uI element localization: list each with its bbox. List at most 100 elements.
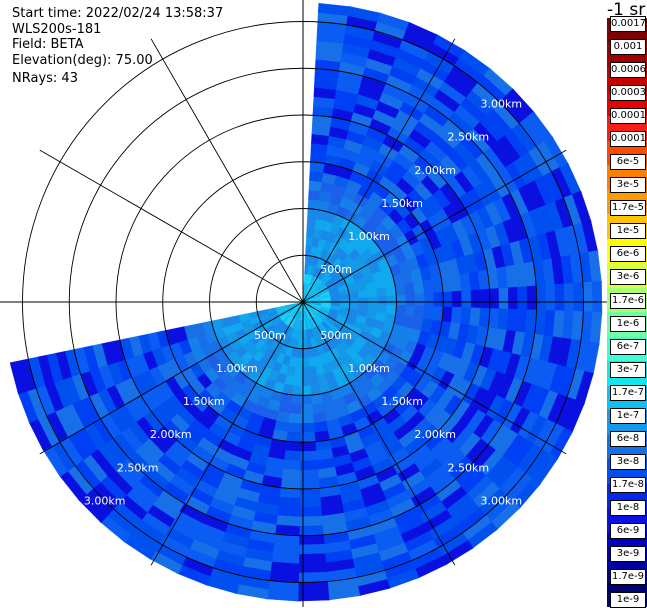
field-label: Field: BETA — [12, 37, 84, 52]
data-cell — [404, 282, 416, 296]
colorbar-tick-label: 1.7e-7 — [610, 384, 646, 401]
colorbar-tick-label: 0.0001 — [610, 131, 646, 148]
data-cell — [297, 534, 325, 546]
data-cell — [281, 459, 301, 471]
data-cell — [470, 289, 481, 310]
data-cell — [298, 478, 320, 490]
data-cell — [309, 384, 322, 396]
data-cell — [299, 441, 317, 452]
colorbar-tick-label: 0.0006 — [610, 62, 646, 79]
colorbar-tick-label: 1.7e-5 — [610, 200, 646, 217]
data-cell — [377, 295, 388, 306]
data-cell — [432, 306, 444, 323]
colorbar-tick-label: 3e-8 — [610, 453, 646, 470]
colorbar-tick-label: 3e-7 — [610, 361, 646, 378]
colorbar-tick-label: 1e-9 — [610, 592, 646, 608]
colorbar-tick-label: 1e-6 — [610, 315, 646, 332]
data-cell — [554, 283, 565, 313]
data-cell — [498, 287, 509, 311]
data-cell — [298, 515, 323, 527]
colorbar-tick-label: 6e-6 — [610, 246, 646, 263]
range-ring-label: 1.50km — [381, 197, 423, 210]
data-cell — [283, 450, 301, 462]
nrays-label: NRays: 43 — [12, 71, 78, 86]
colorbar-tick-label: 3e-9 — [610, 545, 646, 562]
data-cell — [563, 282, 575, 313]
data-cell — [276, 505, 300, 518]
data-cell — [277, 496, 301, 508]
range-ring-label: 2.00km — [414, 164, 456, 177]
range-ring-label: 1.00km — [348, 230, 390, 243]
colorbar-tick-label: 1.7e-9 — [610, 569, 646, 585]
data-cell — [450, 306, 463, 325]
range-ring-label: 2.00km — [150, 428, 192, 441]
colorbar-tick-label: 6e-5 — [610, 154, 646, 171]
data-cell — [298, 497, 322, 508]
data-cell — [296, 590, 330, 602]
data-cell — [535, 284, 547, 312]
colorbar-tick-label: 1e-7 — [610, 407, 646, 424]
azimuth-spokes — [0, 0, 607, 607]
azimuth-spoke — [150, 38, 304, 303]
data-cell — [396, 294, 407, 307]
azimuth-spoke — [39, 301, 304, 455]
data-cell — [300, 404, 314, 415]
colorbar-tick-label: 6e-7 — [610, 338, 646, 355]
colorbar-tick-label: 1.7e-8 — [610, 476, 646, 493]
data-cell — [311, 402, 325, 415]
colorbar-tick-label: 1e-5 — [610, 223, 646, 240]
data-cell — [284, 440, 302, 452]
data-cell — [308, 366, 318, 377]
range-ring-label: 2.00km — [414, 428, 456, 441]
azimuth-spoke — [302, 301, 456, 566]
data-cell — [489, 288, 500, 310]
azimuth-spoke — [302, 149, 567, 303]
data-cell — [376, 287, 388, 298]
data-cell — [340, 298, 350, 305]
range-ring-label: 1.00km — [216, 362, 258, 375]
data-cell — [424, 292, 435, 308]
azimuth-spoke — [39, 149, 304, 303]
data-cell — [297, 562, 327, 574]
range-ring-label: 3.00km — [481, 98, 523, 111]
range-ring-label: 2.50km — [448, 131, 490, 144]
data-cell — [414, 293, 425, 308]
range-ring-label: 3.00km — [84, 494, 126, 507]
data-cell — [299, 422, 315, 434]
data-cell — [309, 171, 325, 183]
colorbar-tick-label: 1.7e-6 — [610, 292, 646, 309]
data-cell — [299, 469, 319, 480]
data-cell — [358, 297, 369, 305]
data-cell — [461, 290, 472, 309]
start-time-label: Start time: 2022/02/24 13:58:37 — [12, 6, 224, 21]
colorbar-tick-label: 0.0003 — [610, 85, 646, 102]
data-cell — [298, 488, 321, 499]
data-cell — [280, 468, 301, 480]
range-ring-label: 500m — [254, 329, 286, 342]
colorbar-tick-label: 3e-5 — [610, 177, 646, 194]
data-cell — [394, 284, 406, 297]
data-cell — [413, 280, 425, 296]
colorbar-tick-label: 6e-9 — [610, 522, 646, 539]
data-cell — [442, 291, 453, 309]
data-cell — [285, 431, 302, 443]
data-cell — [517, 286, 528, 312]
data-cell — [300, 394, 313, 406]
data-cell — [265, 589, 299, 602]
data-cell — [413, 305, 425, 320]
data-cell — [296, 571, 328, 583]
data-cell — [349, 297, 360, 305]
data-cell — [582, 281, 593, 314]
data-cell — [299, 450, 318, 462]
colorbar-tick-label: 6e-8 — [610, 430, 646, 447]
data-cell — [308, 375, 320, 387]
data-cell — [386, 295, 397, 306]
colorbar-units: -1 sr — [607, 0, 646, 20]
data-cell — [297, 553, 327, 564]
data-cell — [358, 290, 369, 299]
range-ring-label: 1.50km — [381, 395, 423, 408]
data-cell — [460, 307, 472, 327]
data-cell — [286, 422, 302, 434]
azimuth-spoke — [302, 301, 567, 455]
